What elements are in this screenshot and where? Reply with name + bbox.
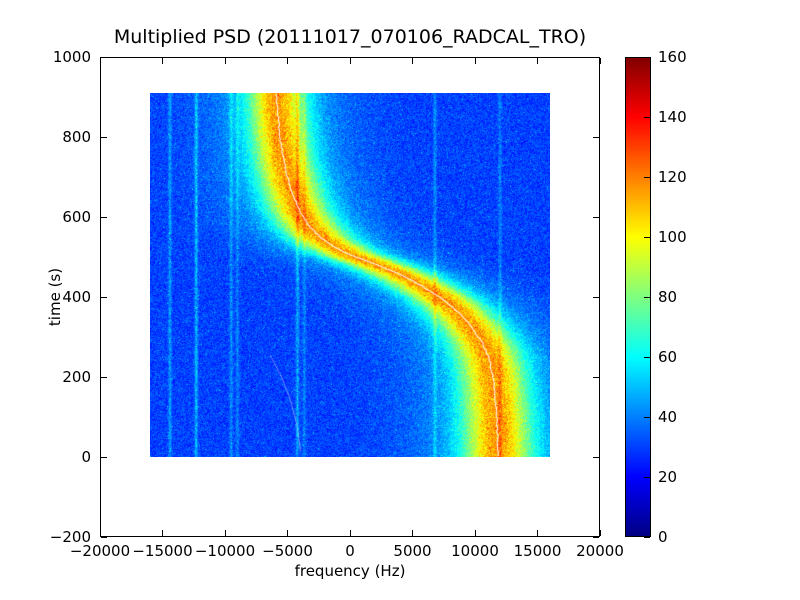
x-tick-label: 0 xyxy=(345,542,355,560)
y-axis-label: time (s) xyxy=(46,267,64,327)
colorbar-tick-mark xyxy=(644,416,650,418)
x-tick-mark xyxy=(287,58,288,64)
y-tick-mark xyxy=(101,456,107,458)
x-tick-mark xyxy=(99,58,101,64)
y-tick-label: 1000 xyxy=(52,48,91,66)
x-tick-mark xyxy=(162,58,163,64)
y-tick-label: 200 xyxy=(62,368,91,386)
colorbar-tick-mark xyxy=(644,476,650,478)
colorbar-tick-label: 100 xyxy=(658,228,687,246)
y-tick-label: 800 xyxy=(62,128,91,146)
y-tick-mark xyxy=(101,536,107,538)
colorbar-tick-mark xyxy=(644,56,650,58)
y-tick-mark xyxy=(101,216,107,218)
x-tick-mark xyxy=(474,58,476,64)
x-tick-label: 20000 xyxy=(576,542,624,560)
y-tick-mark xyxy=(593,136,599,138)
x-tick-label: −5000 xyxy=(262,542,313,560)
x-tick-mark xyxy=(537,58,538,64)
x-axis-label: frequency (Hz) xyxy=(294,562,406,580)
colorbar-tick-mark xyxy=(644,536,650,538)
y-tick-mark xyxy=(593,536,599,538)
colorbar-tick-mark xyxy=(644,356,650,358)
y-tick-label: 600 xyxy=(62,208,91,226)
colorbar-tick-label: 0 xyxy=(658,528,668,546)
x-tick-mark xyxy=(349,58,351,64)
heatmap-canvas xyxy=(150,93,550,457)
y-tick-label: 0 xyxy=(81,448,91,466)
y-tick-mark xyxy=(593,376,599,378)
x-tick-mark xyxy=(474,530,476,536)
colorbar-tick-label: 80 xyxy=(658,288,678,306)
y-tick-mark xyxy=(593,56,599,58)
x-tick-label: −20000 xyxy=(69,542,131,560)
colorbar-frame xyxy=(625,57,651,537)
x-tick-mark xyxy=(599,530,601,536)
colorbar-tick-mark xyxy=(644,176,650,178)
y-tick-mark xyxy=(593,456,599,458)
y-tick-mark xyxy=(101,296,107,298)
y-tick-mark xyxy=(101,56,107,58)
y-tick-label: 400 xyxy=(62,288,91,306)
colorbar-tick-label: 60 xyxy=(658,348,678,366)
colorbar-tick-label: 160 xyxy=(658,48,687,66)
x-tick-mark xyxy=(349,530,351,536)
x-tick-label: 10000 xyxy=(451,542,499,560)
x-tick-mark xyxy=(599,58,601,64)
colorbar-tick-label: 120 xyxy=(658,168,687,186)
x-tick-label: −15000 xyxy=(132,542,193,560)
colorbar-tick-label: 40 xyxy=(658,408,678,426)
x-tick-mark xyxy=(162,530,163,536)
x-tick-mark xyxy=(224,530,226,536)
colorbar-tick-label: 20 xyxy=(658,468,678,486)
y-tick-mark xyxy=(593,296,599,298)
x-tick-label: −10000 xyxy=(194,542,256,560)
x-tick-label: 5000 xyxy=(393,542,432,560)
y-tick-label: −200 xyxy=(49,528,91,546)
colorbar-tick-mark xyxy=(644,116,650,118)
x-tick-mark xyxy=(412,58,413,64)
axes-frame xyxy=(100,57,600,537)
colorbar-tick-mark xyxy=(644,236,650,238)
y-tick-mark xyxy=(101,376,107,378)
y-tick-mark xyxy=(593,216,599,218)
x-tick-mark xyxy=(412,530,413,536)
chart-title: Multiplied PSD (20111017_070106_RADCAL_T… xyxy=(113,26,587,48)
x-tick-label: 15000 xyxy=(513,542,562,560)
x-tick-mark xyxy=(99,530,101,536)
x-tick-mark xyxy=(287,530,288,536)
y-tick-mark xyxy=(101,136,107,138)
x-tick-mark xyxy=(537,530,538,536)
x-tick-mark xyxy=(224,58,226,64)
colorbar-tick-label: 140 xyxy=(658,108,687,126)
colorbar-tick-mark xyxy=(644,296,650,298)
